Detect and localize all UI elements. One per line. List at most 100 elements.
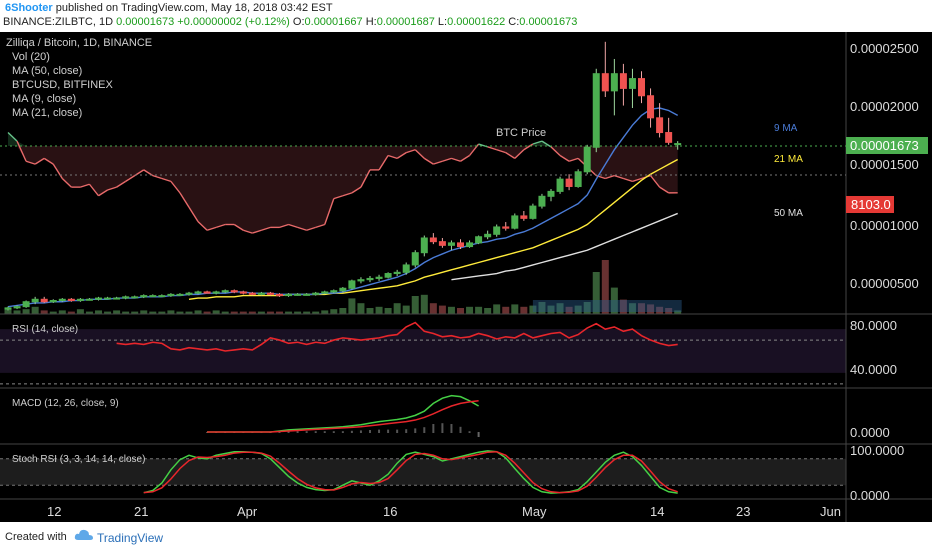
candle-body [248, 292, 256, 295]
candle-body [628, 78, 636, 89]
volume-bar [348, 298, 356, 314]
btc-line-segment [34, 157, 45, 165]
volume-bar [375, 306, 383, 314]
stoch-d-line [143, 451, 678, 494]
change-text: +0.00000002 (+0.12%) [177, 16, 290, 28]
btc-line-segment [523, 143, 534, 151]
btc-line-segment [116, 180, 127, 188]
btc-line-segment [261, 226, 271, 231]
volume-bars [4, 260, 682, 314]
ma50-annotation: 50 MA [774, 208, 803, 219]
volume-bar [58, 310, 66, 314]
candle-body [366, 277, 374, 281]
tradingview-link[interactable]: TradingView [97, 531, 164, 545]
volume-bar [665, 308, 673, 314]
btc-line-segment [360, 169, 371, 188]
btc-line-segment [532, 140, 543, 145]
close-value: 0.00001673 [519, 16, 578, 28]
price-tick-2: 0.00002000 [850, 99, 919, 114]
volume-bar [85, 311, 93, 314]
price-axis[interactable]: 0.00002500 0.00002000 0.00001500 0.00001… [850, 41, 919, 291]
time-label-16: 16 [383, 504, 397, 519]
ohlc-line: BINANCE:ZILBTC, 1D 0.00001673 +0.0000000… [3, 16, 577, 28]
macd-label[interactable]: MACD (12, 26, close, 9) [12, 398, 119, 409]
ma50-line [451, 212, 678, 281]
volume-bar [4, 308, 12, 314]
candle-body [610, 73, 618, 92]
candle-body [601, 73, 609, 92]
candle-body [638, 78, 645, 97]
candle-body [411, 252, 419, 266]
price-tick-3: 0.00001500 [850, 157, 919, 172]
volume-bar [212, 310, 220, 314]
candle-body [22, 301, 30, 308]
volume-bar [257, 311, 265, 314]
macd-histogram-bar [405, 429, 408, 433]
btc-line-segment [43, 157, 54, 165]
publish-line: 6Shooter published on TradingView.com, M… [5, 2, 333, 14]
btc-line-segment [487, 146, 497, 151]
candle-body [13, 306, 21, 309]
legend-title[interactable]: Zilliqa / Bitcoin, 1D, BINANCE [6, 37, 152, 49]
time-label-jun: Jun [820, 504, 841, 519]
volume-bar [76, 309, 84, 314]
volume-bar [131, 311, 139, 314]
rsi-label[interactable]: RSI (14, close) [12, 324, 78, 335]
volume-bar [176, 311, 184, 314]
volume-bar [221, 311, 229, 314]
candle-body [58, 298, 66, 302]
candle-body [656, 117, 664, 134]
volume-bar [49, 311, 57, 314]
candle-body [104, 297, 112, 300]
legend-ma50[interactable]: MA (50, close) [12, 65, 82, 77]
chart-svg[interactable]: Zilliqa / Bitcoin, 1D, BINANCE Vol (20) … [0, 32, 932, 522]
candle-body [348, 280, 356, 289]
legend-btcusd[interactable]: BTCUSD, BITFINEX [12, 79, 114, 91]
btc-line-segment [623, 177, 633, 183]
candle-body [176, 293, 184, 296]
legend-ma21[interactable]: MA (21, close) [12, 107, 82, 119]
btc-line-segment [25, 160, 36, 165]
candle-body [502, 226, 510, 229]
candle-body [475, 236, 483, 244]
time-axis[interactable]: 12 21 Apr 16 May 14 23 Jun [47, 504, 841, 519]
candle-body [565, 178, 573, 187]
macd-histogram-bar [314, 431, 317, 433]
btc-line-segment [206, 226, 217, 231]
macd-histogram-bar [432, 424, 435, 433]
volume-bar [457, 308, 464, 314]
stoch-band [0, 458, 846, 486]
legend-ma9[interactable]: MA (9, close) [12, 93, 76, 105]
btc-line-segment [451, 157, 461, 162]
macd-histogram-bar [305, 431, 308, 433]
volume-bar [502, 306, 510, 314]
btc-line-segment [16, 140, 27, 162]
btc-line-segment [125, 175, 136, 182]
legend-vol[interactable]: Vol (20) [12, 51, 50, 63]
btc-line-segment [52, 163, 63, 179]
chart-area[interactable]: Zilliqa / Bitcoin, 1D, BINANCE Vol (20) … [0, 32, 932, 522]
low-value: 0.00001622 [447, 16, 506, 28]
btc-line-segment [88, 183, 100, 197]
volume-bar [384, 308, 392, 314]
macd-histogram-bar [296, 431, 299, 433]
candle-body [85, 298, 93, 301]
macd-histogram-bar [332, 431, 335, 433]
volume-bar [402, 305, 410, 314]
btc-line-segment [315, 223, 325, 229]
volume-bar [67, 311, 75, 314]
macd-histogram-bar [396, 429, 399, 433]
candle-body [257, 292, 265, 295]
btc-line-segment [342, 192, 353, 197]
macd-histogram-bar [369, 430, 371, 433]
btc-line-segment [433, 160, 443, 165]
candle-body [402, 264, 410, 273]
price-tick-4: 0.00001000 [850, 218, 919, 233]
high-label: H: [365, 16, 377, 28]
author-link[interactable]: 6Shooter [5, 2, 53, 14]
btc-line-segment [170, 180, 181, 194]
btc-line-segment [61, 177, 72, 188]
stoch-label[interactable]: Stoch RSI (3, 3, 14, 14, close) [12, 454, 145, 465]
volume-bar [294, 311, 302, 314]
open-label: O: [292, 16, 305, 28]
